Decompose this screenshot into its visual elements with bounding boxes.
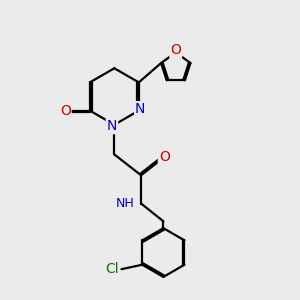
Text: O: O [60,103,70,118]
Text: O: O [159,150,170,164]
Text: NH: NH [116,197,134,210]
Text: Cl: Cl [105,262,119,276]
Text: O: O [170,43,181,57]
Text: N: N [135,102,146,116]
Text: N: N [107,119,117,133]
